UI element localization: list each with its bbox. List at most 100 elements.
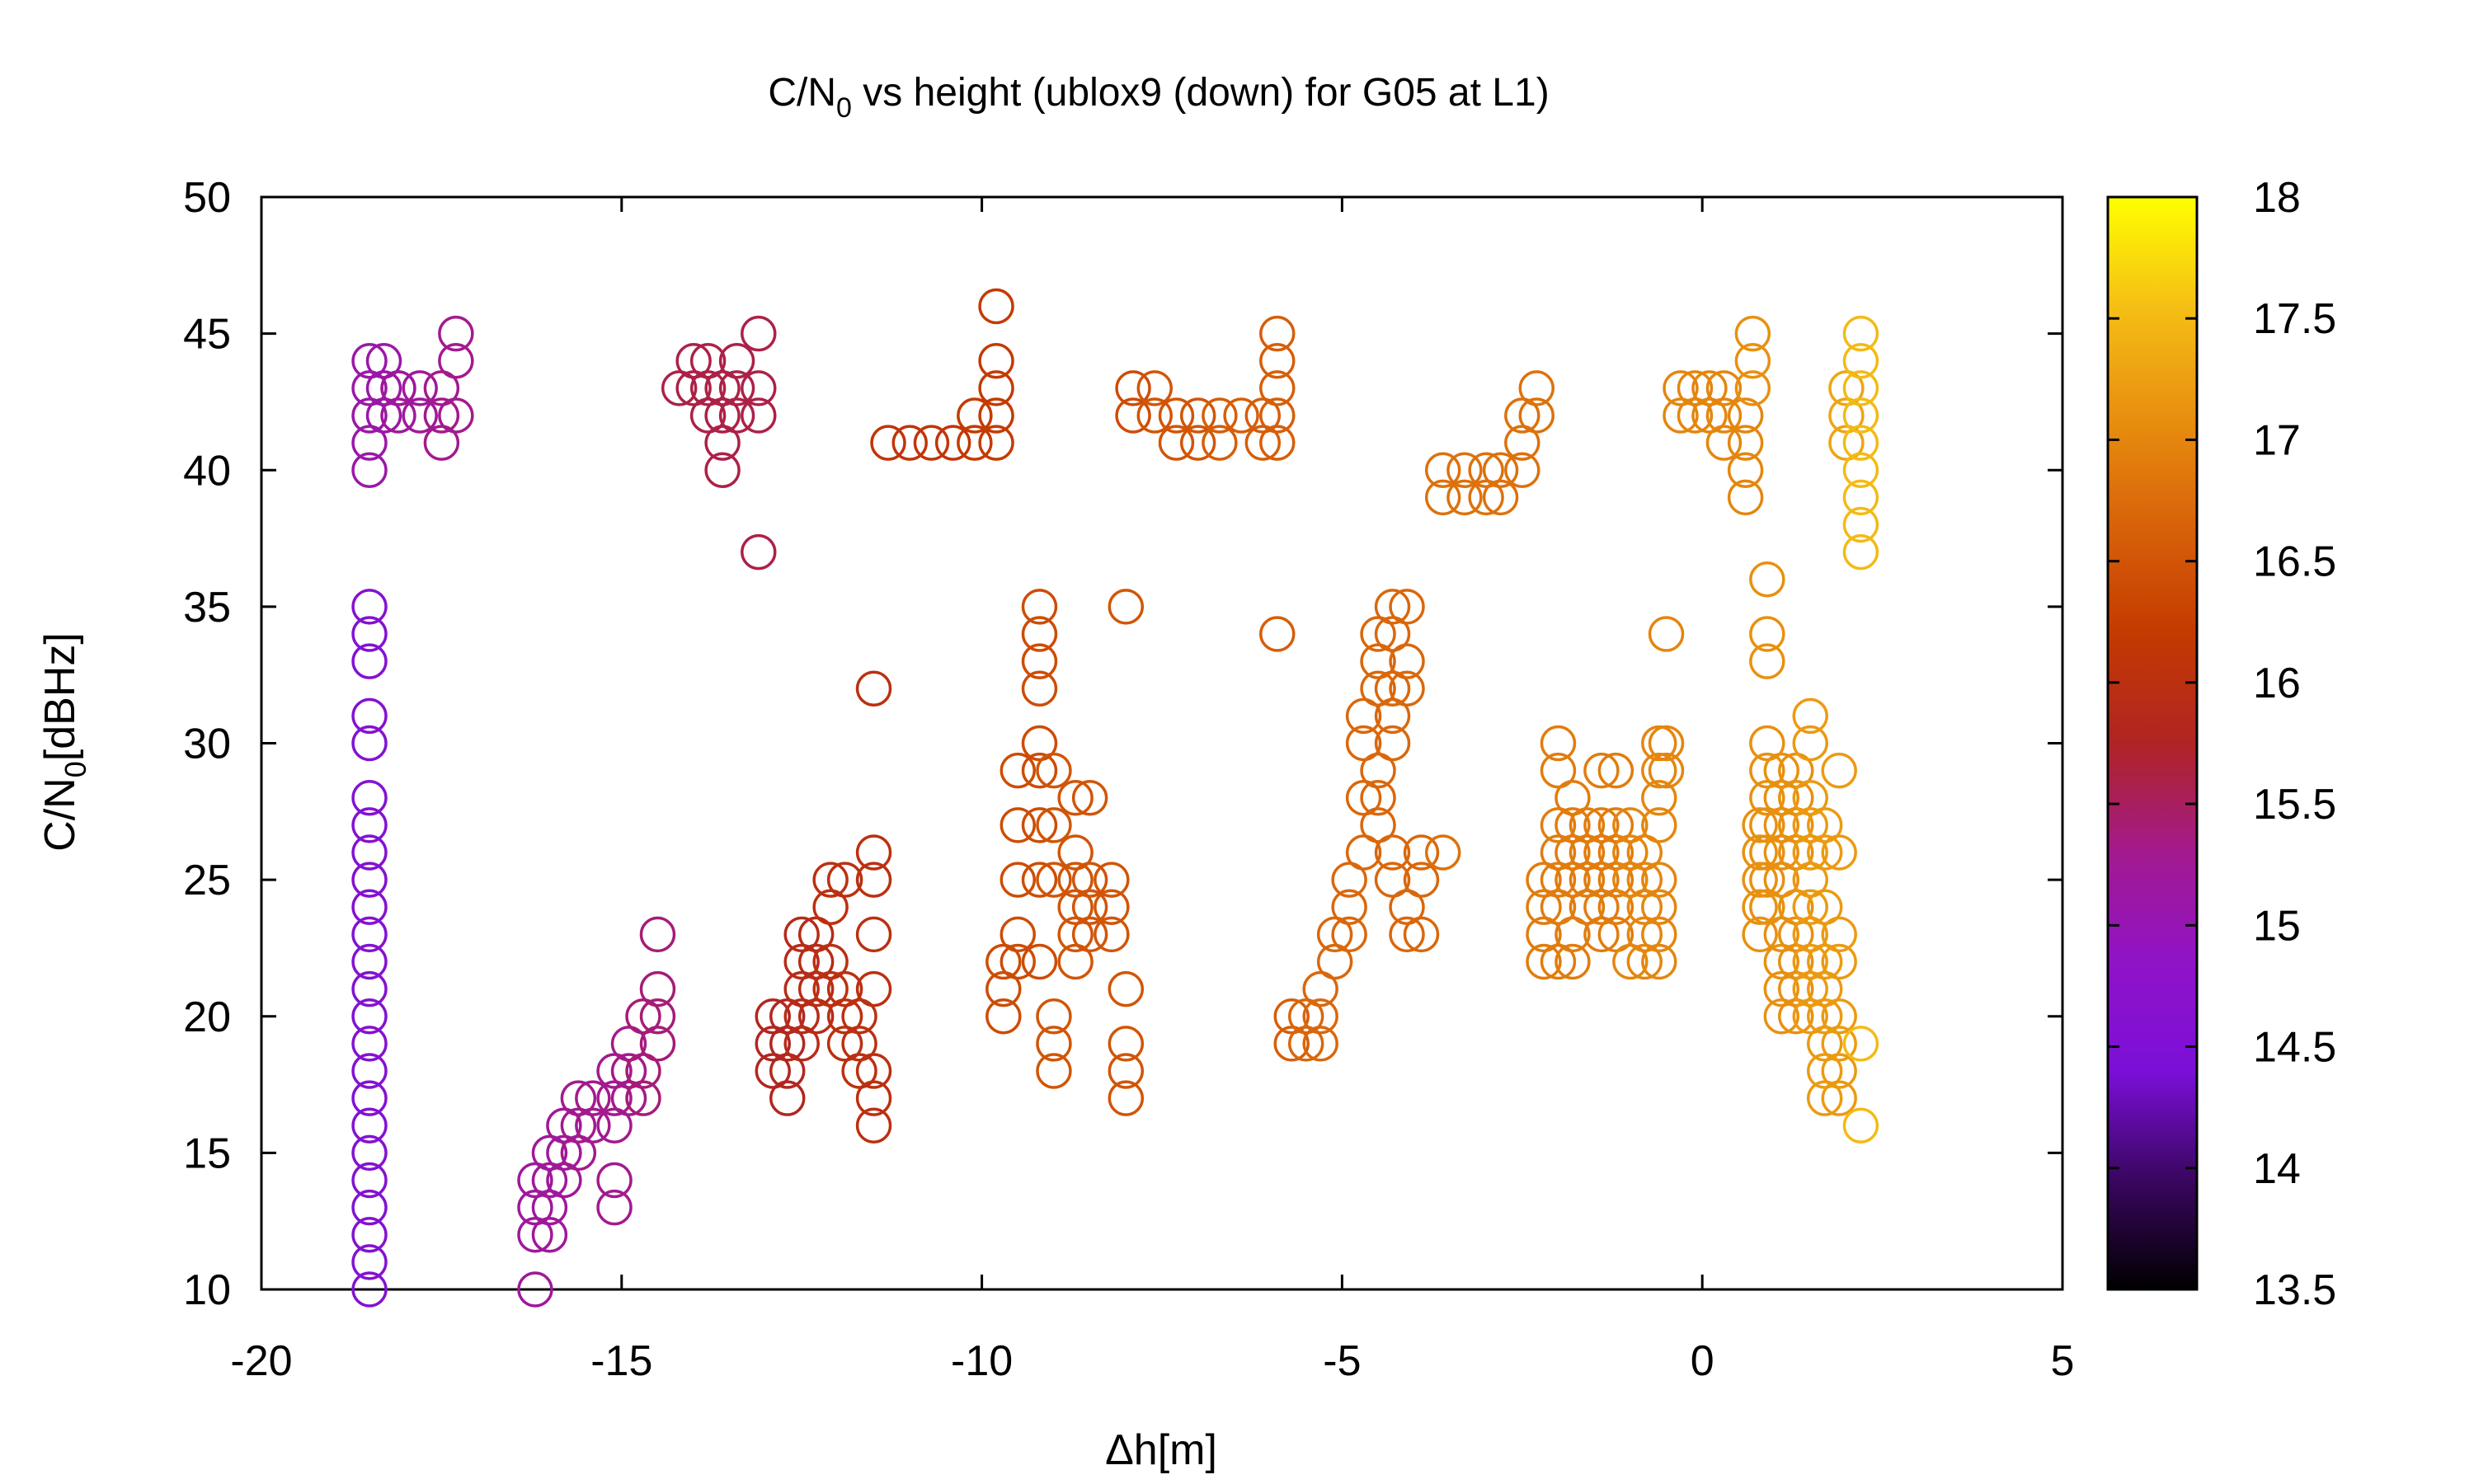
data-point — [546, 1162, 582, 1199]
data-point — [1677, 370, 1714, 406]
data-point — [704, 370, 741, 406]
data-point — [812, 970, 849, 1007]
data-point — [423, 397, 460, 434]
data-point — [351, 943, 388, 980]
data-point — [1374, 616, 1411, 652]
data-point — [1792, 998, 1828, 1035]
data-point — [1540, 725, 1577, 762]
data-point — [689, 343, 727, 379]
data-point — [1763, 970, 1800, 1007]
data-point — [1554, 834, 1591, 871]
y-tick-label: 40 — [183, 447, 231, 495]
data-point — [741, 315, 777, 352]
data-point — [351, 1244, 388, 1280]
data-point — [1749, 643, 1785, 679]
data-point — [1821, 834, 1857, 871]
data-point — [1648, 616, 1685, 652]
data-point — [870, 425, 906, 461]
data-point — [1518, 397, 1555, 434]
data-point — [1792, 807, 1828, 843]
data-point — [351, 998, 388, 1035]
data-point — [1763, 916, 1800, 953]
data-point — [1778, 998, 1814, 1035]
data-point — [351, 370, 388, 406]
data-point — [1403, 862, 1440, 898]
data-point — [1244, 397, 1282, 434]
data-point — [1036, 1053, 1072, 1089]
data-point — [675, 343, 712, 379]
data-point — [1583, 752, 1620, 789]
data-point — [718, 397, 755, 434]
data-point — [610, 1080, 647, 1116]
data-point — [1742, 862, 1778, 898]
data-point — [517, 1189, 553, 1226]
colorbar-tick-label: 14 — [2253, 1145, 2301, 1193]
data-point — [661, 370, 698, 406]
data-point — [351, 725, 388, 762]
data-point — [797, 970, 835, 1007]
data-point — [1360, 752, 1396, 789]
data-point — [1424, 479, 1461, 516]
data-point — [1821, 752, 1857, 789]
x-tick-label: 0 — [1691, 1337, 1714, 1385]
data-point — [517, 1162, 553, 1199]
data-point — [380, 397, 416, 434]
data-point — [1094, 889, 1130, 925]
data-point — [1036, 998, 1072, 1035]
data-point — [1179, 397, 1216, 434]
data-point — [1468, 452, 1504, 488]
data-point — [1526, 943, 1562, 980]
data-point — [1821, 916, 1857, 953]
data-point — [1273, 998, 1310, 1035]
data-point — [1705, 370, 1743, 406]
data-point — [985, 943, 1022, 980]
data-point — [1302, 1026, 1338, 1062]
data-point — [1036, 752, 1072, 789]
data-point — [1345, 834, 1382, 871]
data-point — [1749, 561, 1785, 598]
data-point — [1554, 780, 1591, 816]
data-point — [1597, 752, 1634, 789]
data-point — [1554, 916, 1591, 953]
data-point — [1842, 370, 1879, 406]
data-point — [855, 670, 892, 707]
data-point — [769, 1053, 806, 1089]
data-point — [1403, 834, 1440, 871]
data-point — [1663, 370, 1699, 406]
data-point — [1778, 834, 1814, 871]
data-point — [1540, 807, 1577, 843]
data-points — [351, 288, 1879, 1308]
data-point — [1792, 916, 1828, 953]
data-point — [1763, 943, 1800, 980]
data-point — [675, 370, 712, 406]
data-point — [1734, 370, 1771, 406]
data-point — [1842, 479, 1879, 516]
x-axis: -20 -15 -10 -5 0 5 — [230, 197, 2074, 1385]
data-point — [351, 970, 388, 1007]
data-point — [999, 943, 1037, 980]
data-point — [1641, 889, 1677, 925]
data-point — [351, 343, 388, 379]
data-point — [1244, 425, 1282, 461]
data-point — [718, 343, 755, 379]
data-point — [1626, 943, 1663, 980]
data-point — [1842, 452, 1879, 488]
data-point — [1374, 725, 1411, 762]
data-point — [826, 998, 863, 1035]
data-point — [1021, 643, 1058, 679]
y-axis-label: C/N0[dBHz] — [36, 632, 92, 852]
data-point — [999, 916, 1037, 953]
data-point — [1778, 752, 1814, 789]
data-point — [1828, 370, 1865, 406]
data-point — [1389, 916, 1425, 953]
y-tick-label: 10 — [183, 1266, 231, 1314]
data-point — [1540, 752, 1577, 789]
data-point — [402, 397, 438, 434]
data-point — [1569, 889, 1606, 925]
data-point — [1569, 862, 1606, 898]
data-point — [1641, 943, 1677, 980]
data-point — [1071, 916, 1108, 953]
data-point — [1021, 589, 1058, 625]
data-point — [1821, 998, 1857, 1035]
